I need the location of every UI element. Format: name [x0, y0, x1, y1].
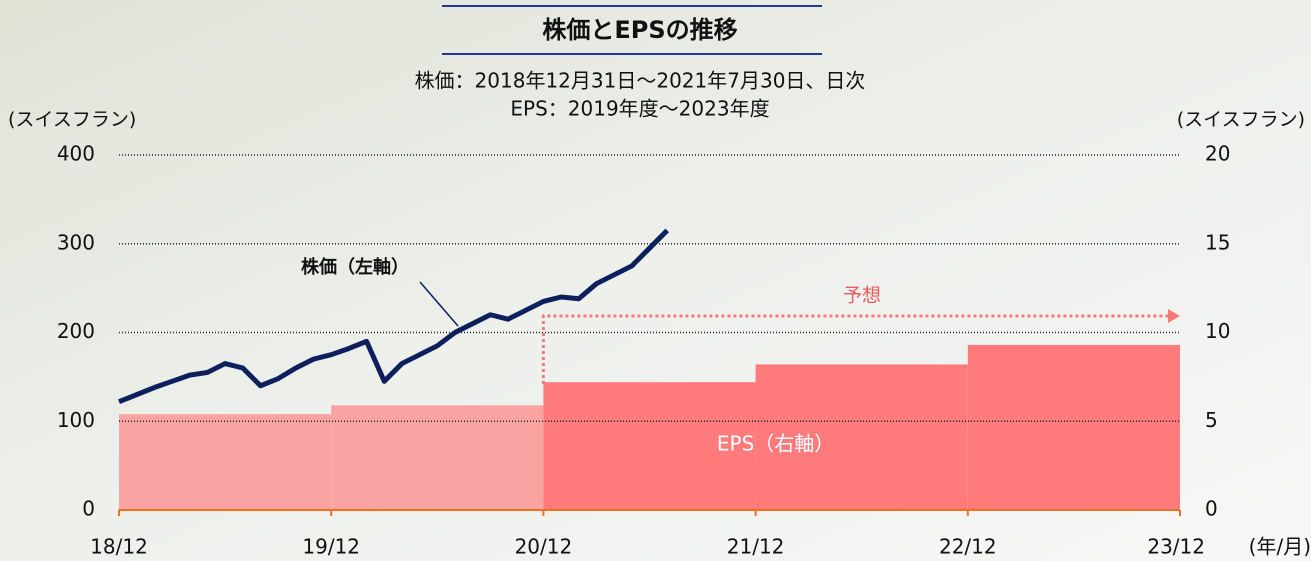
eps-bar: [119, 414, 331, 510]
y2-tick-label: 0: [1205, 497, 1218, 521]
series-label: 株価（左軸）: [301, 256, 409, 278]
y2-tick-label: 5: [1205, 408, 1218, 432]
x-tick-label: 20/12: [515, 535, 573, 559]
series-label: EPS（右軸）: [717, 432, 834, 456]
forecast-label: 予想: [843, 285, 881, 307]
y-tick-label: 200: [57, 319, 95, 343]
x-tick-label: 19/12: [302, 535, 360, 559]
chart: 株価とEPSの推移 株価：2018年12月31日～2021年7月30日、日次 E…: [0, 0, 1311, 561]
y-tick-label: 400: [57, 142, 95, 166]
x-axis-label: (年/月): [1249, 535, 1311, 559]
x-tick-label: 22/12: [939, 535, 997, 559]
y2-axis-label: (スイスフラン): [1177, 109, 1305, 131]
x-tick-label: 23/12: [1147, 535, 1205, 559]
y2-tick-label: 15: [1205, 230, 1230, 254]
y2-tick-label: 20: [1205, 142, 1230, 166]
subtitle: EPS：2019年度～2023年度: [510, 97, 769, 121]
subtitle: 株価：2018年12月31日～2021年7月30日、日次: [415, 69, 866, 93]
y-axis-label: (スイスフラン): [8, 109, 136, 131]
x-tick-label: 18/12: [90, 535, 148, 559]
x-tick-label: 21/12: [727, 535, 785, 559]
chart-title: 株価とEPSの推移: [542, 16, 737, 44]
y-tick-label: 100: [57, 408, 95, 432]
eps-bar: [968, 345, 1180, 510]
y-tick-label: 0: [82, 497, 95, 521]
y2-tick-label: 10: [1205, 319, 1230, 343]
y-tick-label: 300: [57, 230, 95, 254]
